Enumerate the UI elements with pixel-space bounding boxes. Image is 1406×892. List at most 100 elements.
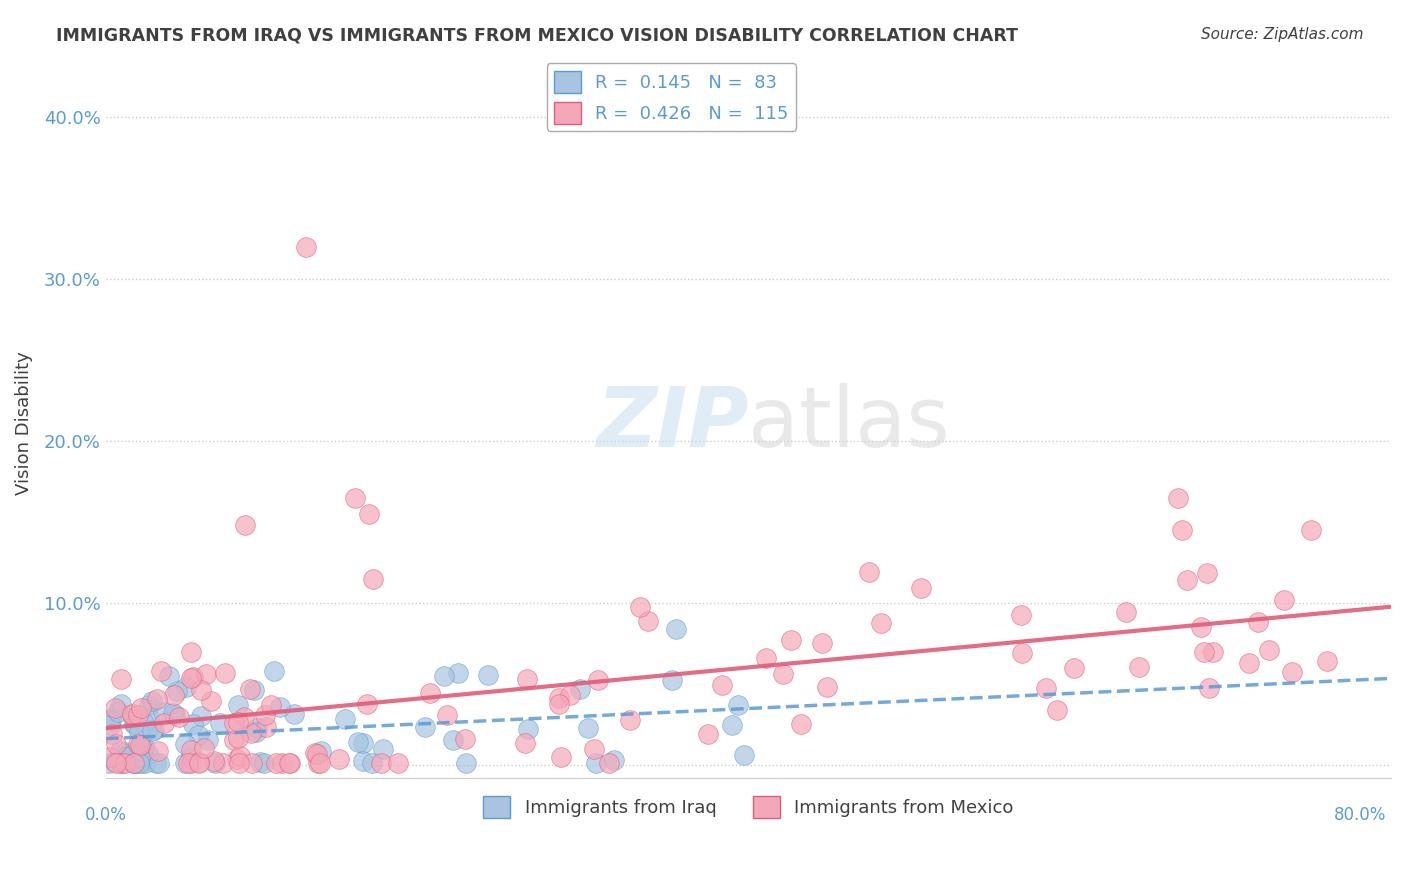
Point xyxy=(200,694,222,708)
Point xyxy=(100,711,122,725)
Point xyxy=(131,756,153,770)
Point xyxy=(122,756,145,770)
Point xyxy=(124,716,146,731)
Point xyxy=(110,672,132,686)
Point xyxy=(134,756,156,770)
Point xyxy=(243,683,266,698)
Point xyxy=(550,750,572,764)
Point xyxy=(153,716,176,731)
Point xyxy=(114,756,136,770)
Point xyxy=(357,507,380,521)
Point xyxy=(361,572,384,586)
Point xyxy=(1198,681,1220,696)
Point xyxy=(98,750,121,764)
Point xyxy=(208,716,231,731)
Point xyxy=(343,491,366,505)
Point xyxy=(129,750,152,764)
Point xyxy=(696,726,718,740)
Point xyxy=(104,701,127,715)
Point xyxy=(790,717,813,731)
Point xyxy=(121,707,143,722)
Point xyxy=(115,750,138,764)
Point xyxy=(110,697,132,711)
Point xyxy=(1281,665,1303,679)
Point xyxy=(387,756,409,770)
Point xyxy=(181,670,204,684)
Point xyxy=(111,756,134,770)
Point xyxy=(134,715,156,730)
Point xyxy=(124,756,146,770)
Point xyxy=(1035,681,1057,695)
Point xyxy=(1197,566,1219,581)
Point xyxy=(858,566,880,580)
Point xyxy=(129,700,152,714)
Point xyxy=(125,756,148,770)
Legend: Immigrants from Iraq, Immigrants from Mexico: Immigrants from Iraq, Immigrants from Me… xyxy=(477,789,1021,825)
Point xyxy=(1239,656,1261,670)
Point xyxy=(138,711,160,725)
Point xyxy=(637,615,659,629)
Point xyxy=(128,724,150,739)
Point xyxy=(710,678,733,692)
Point xyxy=(1011,646,1033,660)
Point xyxy=(98,756,121,770)
Point xyxy=(328,752,350,766)
Point xyxy=(721,718,744,732)
Point xyxy=(226,752,249,766)
Point xyxy=(165,707,187,722)
Point xyxy=(136,747,159,761)
Point xyxy=(1258,642,1281,657)
Point xyxy=(307,756,329,770)
Point xyxy=(233,518,256,533)
Point xyxy=(598,756,620,770)
Point xyxy=(477,668,499,682)
Point xyxy=(347,735,370,749)
Point xyxy=(254,708,277,723)
Text: ZIP: ZIP xyxy=(596,383,748,464)
Point xyxy=(815,680,838,694)
Point xyxy=(129,739,152,753)
Text: Source: ZipAtlas.com: Source: ZipAtlas.com xyxy=(1201,27,1364,42)
Point xyxy=(413,720,436,734)
Point xyxy=(1167,491,1189,506)
Point xyxy=(585,756,607,770)
Point xyxy=(107,705,129,719)
Point xyxy=(352,735,374,749)
Point xyxy=(294,239,316,253)
Point xyxy=(245,725,267,739)
Point xyxy=(152,705,174,719)
Point xyxy=(910,581,932,595)
Point xyxy=(436,707,458,722)
Point xyxy=(162,706,184,720)
Point xyxy=(547,697,569,711)
Point xyxy=(1246,615,1268,630)
Point xyxy=(1316,654,1339,668)
Point xyxy=(180,645,202,659)
Point xyxy=(118,749,141,764)
Point xyxy=(176,681,198,695)
Point xyxy=(516,723,538,737)
Point xyxy=(249,756,271,770)
Point xyxy=(305,747,328,761)
Text: IMMIGRANTS FROM IRAQ VS IMMIGRANTS FROM MEXICO VISION DISABILITY CORRELATION CHA: IMMIGRANTS FROM IRAQ VS IMMIGRANTS FROM … xyxy=(56,27,1018,45)
Point xyxy=(370,756,392,770)
Point xyxy=(229,748,252,763)
Y-axis label: Vision Disability: Vision Disability xyxy=(15,351,32,495)
Point xyxy=(309,744,332,758)
Point xyxy=(180,749,202,764)
Point xyxy=(260,698,283,713)
Point xyxy=(100,714,122,728)
Point xyxy=(222,716,245,731)
Point xyxy=(110,744,132,758)
Point xyxy=(204,756,226,770)
Point xyxy=(127,708,149,723)
Point xyxy=(176,756,198,770)
Point xyxy=(187,728,209,742)
Point xyxy=(1115,605,1137,619)
Point xyxy=(356,697,378,711)
Point xyxy=(309,756,332,770)
Point xyxy=(304,746,326,760)
Point xyxy=(195,667,218,681)
Point xyxy=(373,742,395,756)
Point xyxy=(132,748,155,763)
